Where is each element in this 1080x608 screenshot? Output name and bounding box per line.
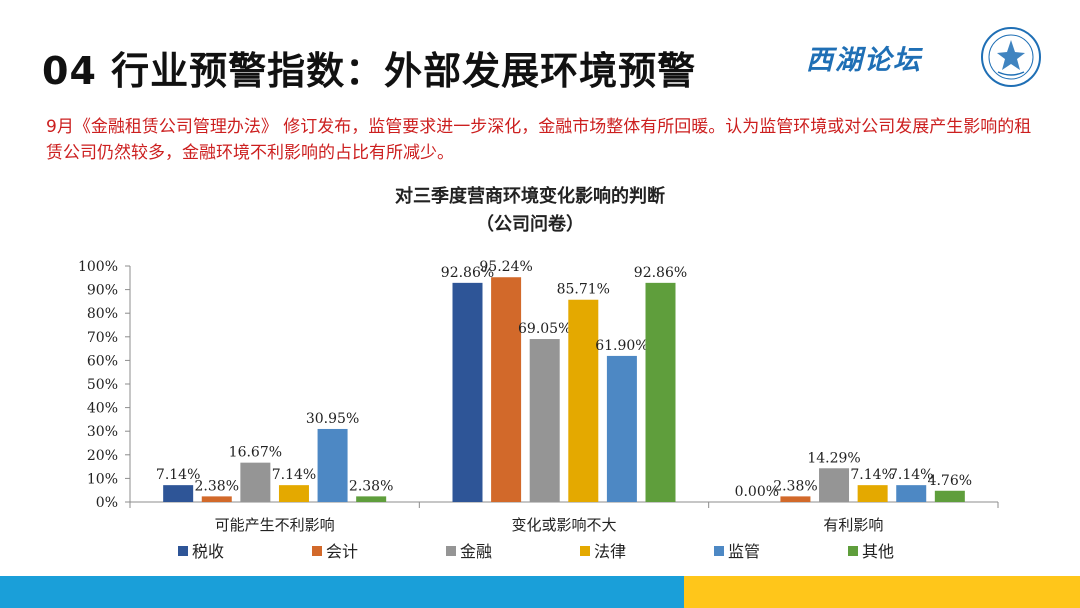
bar [780, 496, 811, 502]
data-label: 92.86% [441, 265, 494, 281]
footer-bar-blue [0, 576, 684, 608]
y-tick-label: 40% [87, 401, 118, 417]
bar [529, 339, 560, 502]
footer-bar-yellow [684, 576, 1080, 608]
legend-label: 税收 [192, 542, 224, 561]
legend-swatch [848, 546, 858, 556]
data-label: 2.38% [349, 478, 393, 494]
forum-seal-icon [981, 27, 1041, 87]
data-label: 7.14% [889, 467, 933, 483]
chart-title: 对三季度营商环境变化影响的判断 [395, 185, 665, 207]
intro-text: 9月《金融租赁公司管理办法》 修订发布，监管要求进一步深化，金融市场整体有所回暖… [46, 117, 1032, 163]
legend-label: 法律 [594, 542, 626, 561]
legend-swatch [178, 546, 188, 556]
bar [568, 299, 599, 502]
bar [819, 468, 850, 502]
x-category-label: 变化或影响不大 [511, 516, 616, 534]
legend-swatch [446, 546, 456, 556]
data-label: 30.95% [306, 411, 359, 427]
bar [934, 490, 965, 502]
y-tick-label: 10% [87, 471, 118, 487]
data-label: 7.14% [156, 467, 200, 483]
data-label: 2.38% [195, 478, 239, 494]
y-tick-label: 30% [87, 424, 118, 440]
chart-subtitle: （公司问卷） [476, 213, 584, 235]
data-label: 7.14% [850, 467, 894, 483]
legend-label: 监管 [728, 542, 760, 561]
bar [857, 485, 888, 502]
y-tick-label: 50% [87, 377, 118, 393]
data-label: 14.29% [807, 450, 860, 466]
bar [163, 485, 194, 502]
data-label: 7.14% [272, 467, 316, 483]
legend-swatch [580, 546, 590, 556]
data-label: 16.67% [229, 445, 282, 461]
bar [201, 496, 232, 502]
x-category-label: 可能产生不利影响 [215, 516, 335, 534]
data-label: 92.86% [634, 265, 687, 281]
bar [278, 485, 309, 502]
bar [452, 282, 483, 502]
legend-label: 金融 [460, 542, 492, 561]
y-tick-label: 20% [87, 448, 118, 464]
bar [896, 485, 927, 502]
bar [491, 277, 522, 502]
data-label: 61.90% [595, 338, 648, 354]
legend-swatch [312, 546, 322, 556]
bar [356, 496, 387, 502]
y-tick-label: 70% [87, 330, 118, 346]
legend-label: 其他 [862, 542, 894, 561]
bar [317, 428, 348, 502]
data-label: 85.71% [557, 282, 610, 298]
y-tick-label: 100% [78, 259, 118, 275]
bar [606, 355, 637, 502]
data-label: 2.38% [773, 478, 817, 494]
legend-swatch [714, 546, 724, 556]
data-label: 4.76% [928, 473, 972, 489]
x-category-label: 有利影响 [823, 516, 883, 534]
y-tick-label: 80% [87, 306, 118, 322]
data-label: 69.05% [518, 321, 571, 337]
bar [645, 282, 676, 502]
y-tick-label: 0% [96, 495, 118, 511]
data-label: 0.00% [735, 484, 779, 500]
y-tick-label: 90% [87, 283, 118, 299]
slide-title: 04 行业预警指数：外部发展环境预警 [42, 49, 697, 93]
bar [240, 462, 271, 502]
data-label: 95.24% [479, 259, 532, 275]
legend-label: 会计 [326, 542, 358, 561]
y-tick-label: 60% [87, 353, 118, 369]
brand-logo-text: 西湖论坛 [806, 45, 922, 76]
